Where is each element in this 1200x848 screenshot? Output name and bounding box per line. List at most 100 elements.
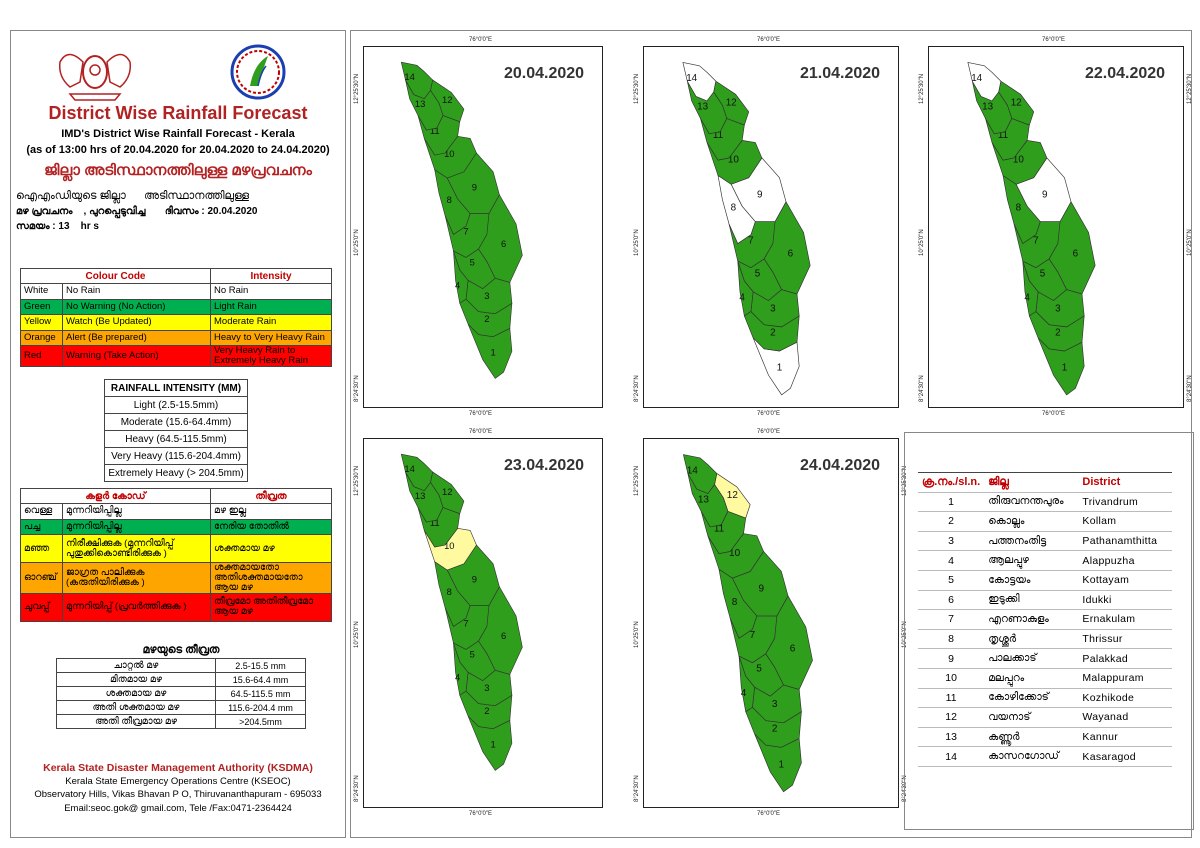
colour-meaning: Warning (Take Action) — [62, 345, 211, 367]
district-row: 1 തിരുവനന്തപുരം Trivandrum — [918, 492, 1172, 513]
district-row: 11 കോഴിക്കോട് Kozhikode — [918, 688, 1172, 709]
district-name-en: Kottayam — [1078, 570, 1172, 591]
district-row: 12 വയനാട് Wayanad — [918, 707, 1172, 728]
district-label: 2 — [484, 313, 489, 324]
district-row: 10 മലപ്പുറം Malappuram — [918, 668, 1172, 689]
district-label: 2 — [770, 328, 775, 339]
district-label: 12 — [442, 486, 452, 497]
district-label: 14 — [404, 463, 414, 474]
district-row: 6 ഇടുക്കി Idukki — [918, 590, 1172, 611]
latitude-label-mid: 10°25'0"N — [634, 621, 640, 648]
mal-colour-name: വെള്ള — [20, 503, 63, 520]
district-label: 1 — [491, 346, 496, 357]
district-label: 8 — [1016, 203, 1022, 214]
district-name-mal: മലപ്പുറം — [984, 668, 1079, 689]
district-label: 7 — [1033, 235, 1038, 246]
district-table-header-mal: ജില്ല — [984, 472, 1079, 493]
district-label: 3 — [770, 303, 776, 314]
rainfall-intensity-row: Extremely Heavy (> 204.5mm) — [104, 464, 248, 482]
district-name-en: Thrissur — [1078, 629, 1172, 650]
mal-colour-meaning: മുന്നറിയിപ്പില്ല — [62, 503, 211, 520]
mal-colour-code-header: കളർ കോഡ് — [20, 488, 211, 504]
mal-colour-code-row: ചുവപ്പ് മുന്നറിയിപ്പ് (പ്രവർത്തിക്കുക ) തീ… — [20, 592, 332, 622]
district-sl: 6 — [918, 590, 985, 611]
district-label: 2 — [484, 705, 489, 716]
district-row: 2 കൊല്ലം Kollam — [918, 511, 1172, 532]
mal-intensity-name: അതി തീവ്രമായ മഴ — [56, 714, 216, 729]
district-label: 12 — [442, 94, 452, 105]
longitude-label-top: 76°0'0"E — [757, 429, 781, 435]
district-label: 10 — [444, 540, 454, 551]
longitude-label-top: 76°0'0"E — [469, 429, 493, 435]
district-sl: 3 — [918, 531, 985, 552]
mal-colour-meaning: മുന്നറിയിപ്പ് (പ്രവർത്തിക്കുക ) — [62, 592, 211, 622]
district-name-mal: കോട്ടയം — [984, 570, 1079, 591]
district-label: 7 — [748, 235, 753, 246]
district-label: 10 — [1013, 154, 1024, 165]
mal-intensity-range: >204.5mm — [215, 714, 306, 729]
colour-name: Green — [20, 298, 63, 315]
district-name-mal: കണ്ണൂർ — [984, 727, 1079, 748]
colour-intensity: No Rain — [210, 283, 332, 300]
district-label: 11 — [430, 125, 440, 136]
district-name-mal: കൊല്ലം — [984, 511, 1079, 532]
longitude-label-bottom: 76°0'0"E — [469, 811, 493, 817]
district-14 — [400, 453, 433, 492]
district-sl: 10 — [918, 668, 985, 689]
district-label: 12 — [726, 97, 737, 108]
district-sl: 1 — [918, 492, 985, 513]
colour-code-row: Red Warning (Take Action) Very Heavy Rain … — [20, 345, 332, 367]
district-label: 4 — [455, 280, 460, 291]
district-label: 14 — [687, 465, 699, 476]
district-label: 8 — [732, 597, 738, 608]
longitude-label-bottom: 76°0'0"E — [469, 411, 493, 417]
district-table-header-sl: ക്ര.നം./sl.n. — [918, 472, 985, 493]
district-label: 5 — [756, 664, 762, 675]
mal-intensity-name: ചാറ്റൽ മഴ — [56, 658, 216, 673]
mal-intensity-range: 115.6-204.4 mm — [215, 700, 306, 715]
forecast-map: 20.04.2020 1 2 3 4 5 6 7 8 9 10 11 12 13 14 — [363, 46, 603, 408]
district-row: 4 ആലപ്പുഴ Alappuzha — [918, 550, 1172, 571]
longitude-label-bottom: 76°0'0"E — [757, 411, 781, 417]
district-label: 9 — [757, 189, 763, 200]
district-label: 2 — [1055, 328, 1060, 339]
latitude-label-mid: 10°25'0"N — [354, 229, 360, 256]
district-name-en: Malappuram — [1078, 668, 1172, 689]
district-sl: 5 — [918, 570, 985, 591]
district-sl: 2 — [918, 511, 985, 532]
district-name-en: Palakkad — [1078, 648, 1172, 669]
rainfall-intensity-row: Moderate (15.6-64.4mm) — [104, 413, 248, 431]
longitude-label-top: 76°0'0"E — [1042, 37, 1066, 43]
latitude-label-north: 12°25'30"N — [354, 73, 360, 104]
longitude-label-top: 76°0'0"E — [469, 37, 493, 43]
district-name-mal: വയനാട് — [984, 707, 1079, 728]
kerala-emblem-icon — [58, 53, 132, 101]
intensity-header: Intensity — [210, 268, 332, 284]
rainfall-intensity-row: Heavy (64.5-115.5mm) — [104, 430, 248, 448]
mal-colour-code-row: മഞ്ഞ നിരീക്ഷിക്കുക (മുന്നറിയിപ്പ് പുതുക്ക… — [20, 534, 332, 563]
district-sl: 14 — [918, 746, 985, 767]
mal-colour-intensity: മഴ ഇല്ല — [210, 503, 332, 520]
district-name-en: Kasaragod — [1078, 746, 1172, 767]
district-name-en: Trivandrum — [1078, 492, 1172, 513]
colour-code-header: Colour Code — [20, 268, 211, 284]
mal-colour-name: ചുവപ്പ് — [20, 592, 63, 622]
latitude-label-south: 8°24'30"N — [919, 375, 925, 402]
mal-intensity-header: തീവ്രത — [210, 488, 332, 504]
map-date: 20.04.2020 — [504, 65, 585, 82]
legend-panel — [10, 30, 346, 838]
district-label: 8 — [447, 586, 452, 597]
colour-code-row: White No Rain No Rain — [20, 283, 332, 300]
colour-code-row: Yellow Watch (Be Updated) Moderate Rain — [20, 314, 332, 331]
mal-intensity-range: 64.5-115.5 mm — [215, 686, 306, 701]
district-14 — [967, 62, 1002, 102]
district-table: ക്ര.നം./sl.n. ജില്ല District 1 തിരുവനന്തപ… — [918, 472, 1172, 767]
district-sl: 7 — [918, 609, 985, 630]
latitude-label-mid: 10°25'0"N — [919, 229, 925, 256]
longitude-label-bottom: 76°0'0"E — [1042, 411, 1066, 417]
district-label: 9 — [759, 583, 765, 594]
colour-name: Red — [20, 345, 63, 367]
district-name-en: Wayanad — [1078, 707, 1172, 728]
